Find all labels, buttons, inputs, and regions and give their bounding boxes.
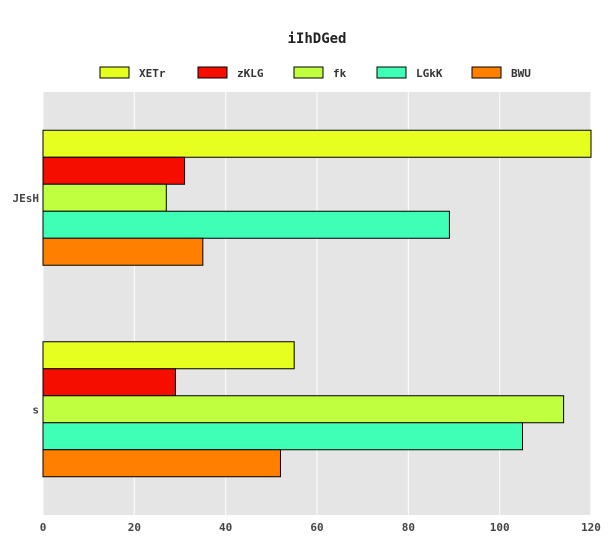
legend-label: XETr <box>139 67 166 80</box>
bar <box>42 183 167 212</box>
legend-label: BWU <box>511 67 531 80</box>
x-tick-label: 100 <box>490 521 510 534</box>
bar <box>42 395 565 424</box>
y-tick-label: s <box>32 403 39 416</box>
legend-swatch <box>99 66 130 79</box>
bar <box>42 237 204 266</box>
legend: XETr zKLG fk LGkK BWU <box>99 66 531 80</box>
legend-label: zKLG <box>237 67 264 80</box>
legend-swatch <box>293 66 324 79</box>
x-tick-label: 60 <box>310 521 323 534</box>
legend-swatch <box>376 66 407 79</box>
x-tick-label: 80 <box>402 521 415 534</box>
y-tick-label: JEsH <box>13 192 40 205</box>
bar <box>42 156 186 185</box>
bar <box>42 129 592 158</box>
x-tick-label: 120 <box>581 521 601 534</box>
y-axis: JEsH s <box>13 192 40 417</box>
x-tick-label: 20 <box>128 521 141 534</box>
chart-title: iIhDGed <box>287 31 346 47</box>
bars <box>42 129 592 478</box>
bar <box>42 210 450 239</box>
x-tick-label: 40 <box>219 521 232 534</box>
x-axis: 0 20 40 60 80 100 120 <box>40 521 601 534</box>
bar <box>42 341 295 370</box>
bar <box>42 422 523 451</box>
x-tick-label: 0 <box>40 521 47 534</box>
legend-swatch <box>471 66 502 79</box>
legend-label: LGkK <box>416 67 443 80</box>
bar <box>42 449 281 478</box>
legend-label: fk <box>333 67 347 80</box>
legend-swatch <box>197 66 228 79</box>
bar <box>42 368 176 397</box>
